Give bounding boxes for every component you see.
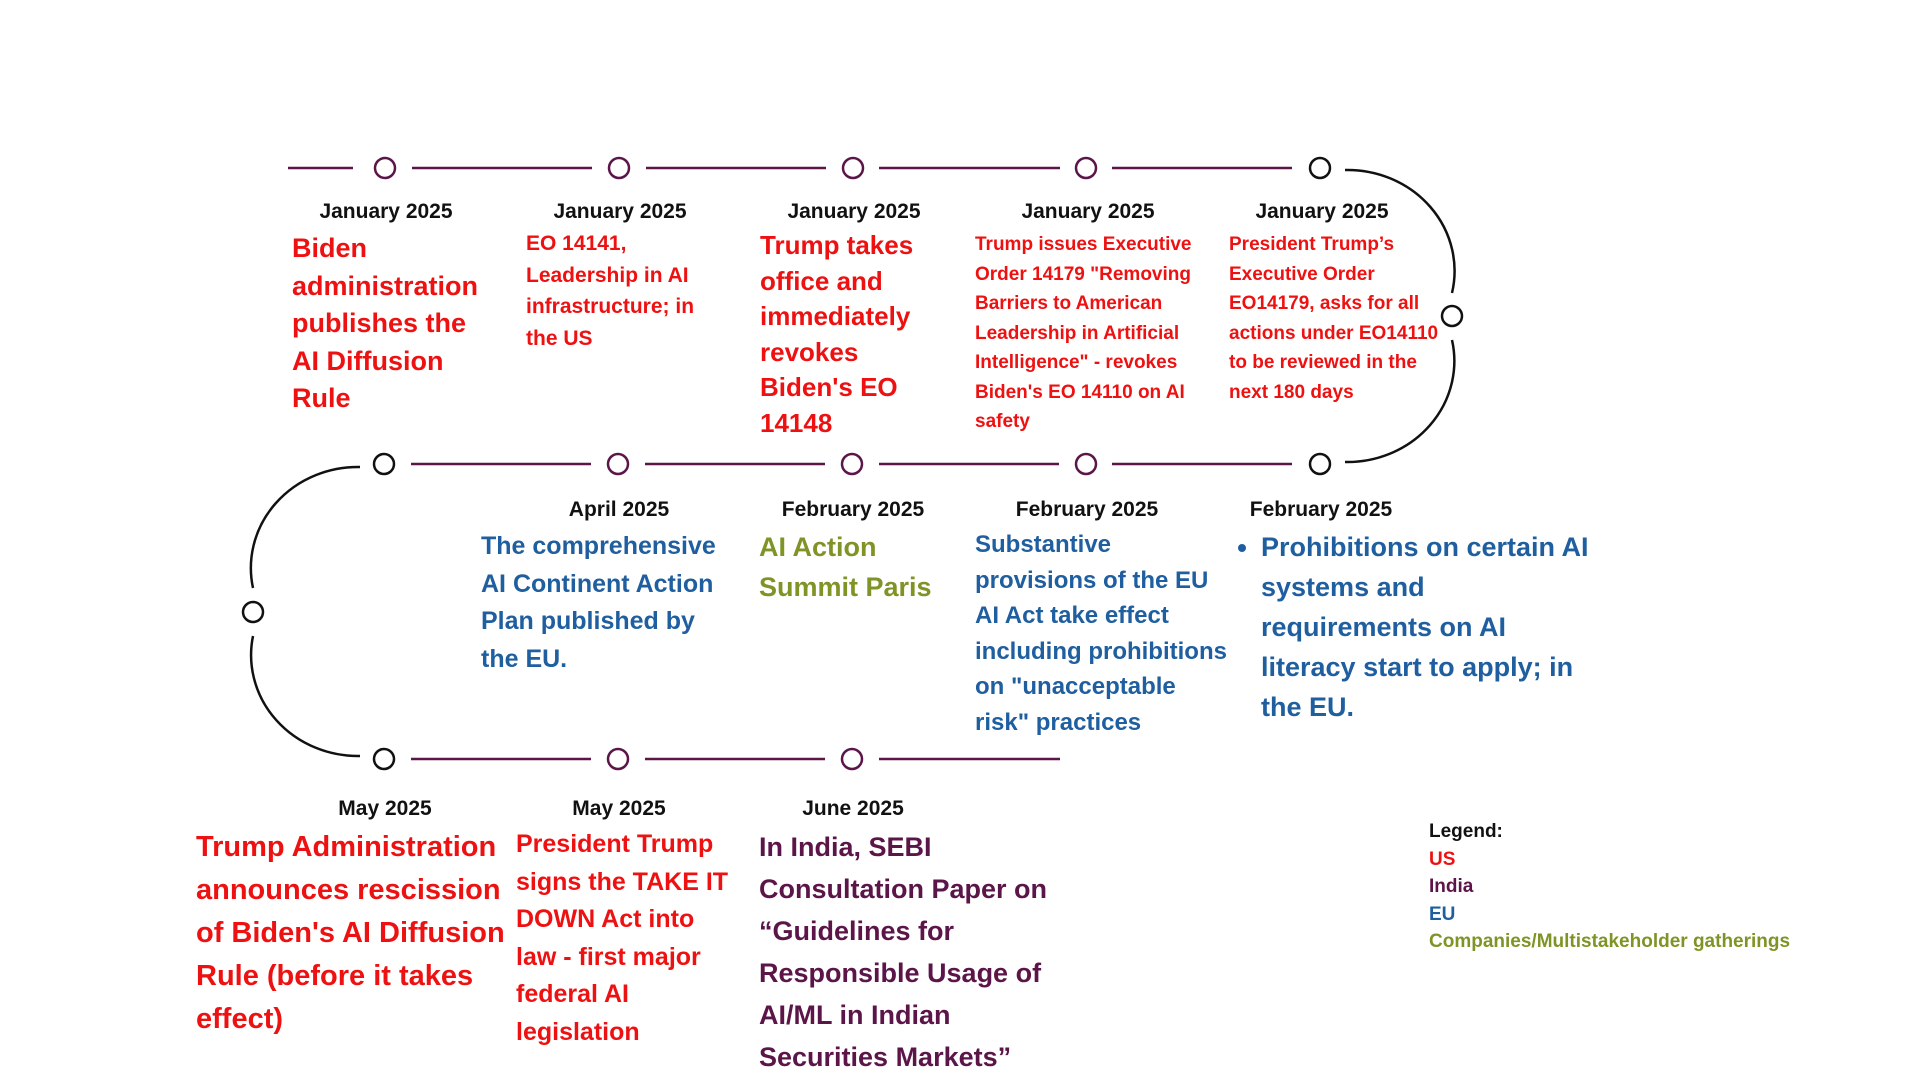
event-date: February 2025 (781, 498, 925, 521)
event-description: Biden administration publishes the AI Di… (292, 233, 479, 413)
milestone-node (840, 452, 864, 476)
timeline-nodes (241, 156, 1464, 771)
legend-title: Legend: (1429, 821, 1503, 842)
right-turn-lower (1344, 339, 1456, 464)
event-description: The comprehensive AI Continent Action Pl… (481, 532, 716, 673)
event-date: May 2025 (572, 797, 666, 820)
event-description: Substantive provisions of the EU AI Act … (975, 531, 1227, 736)
event-date: February 2025 (1015, 498, 1159, 521)
legend-item-eu: EU (1429, 903, 1456, 925)
event-description: In India, SEBI Consultation Paper on “Gu… (759, 832, 1048, 1072)
legend: Legend: US India EU Companies/Multistake… (1429, 818, 1790, 956)
timeline-turns (249, 168, 1456, 758)
milestone-node (1308, 156, 1332, 180)
milestone-node (840, 747, 864, 771)
event-bullet-list: Prohibitions on certain AI systems and r… (1231, 527, 1601, 727)
milestone-node (372, 452, 396, 476)
legend-item-india: India (1429, 876, 1474, 897)
milestone-node (607, 156, 631, 180)
milestone-node (1074, 156, 1098, 180)
event-date: June 2025 (802, 797, 904, 820)
legend-item-companies: Companies/Multistakeholder gatherings (1429, 931, 1791, 952)
milestone-node (372, 747, 396, 771)
milestone-node (1074, 452, 1098, 476)
turn-node (241, 600, 265, 624)
milestone-node (373, 156, 397, 180)
event-description: EO 14141, Leadership in AI infrastructur… (526, 232, 695, 350)
event-date: January 2025 (1255, 200, 1389, 223)
legend-item-us: US (1429, 848, 1456, 870)
event-date: January 2025 (1021, 200, 1155, 223)
event-description: President Trump’s Executive Order EO1417… (1229, 234, 1439, 403)
event-date: May 2025 (338, 797, 432, 820)
event-description: Trump takes office and immediately revok… (760, 230, 914, 438)
milestone-node (841, 156, 865, 180)
event-date: February 2025 (1249, 498, 1393, 521)
milestone-node (606, 452, 630, 476)
left-turn-lower (249, 635, 361, 758)
event-date: January 2025 (319, 200, 453, 223)
event-date: January 2025 (553, 200, 687, 223)
event-description: AI Action Summit Paris (759, 532, 932, 602)
left-turn-upper (249, 465, 361, 589)
turn-node (1440, 304, 1464, 328)
event-date: January 2025 (787, 200, 921, 223)
event-description: Prohibitions on certain AI systems and r… (1231, 527, 1601, 727)
event-description: President Trump signs the TAKE IT DOWN A… (516, 830, 729, 1046)
milestone-node (1308, 452, 1332, 476)
event-date: April 2025 (568, 498, 670, 521)
event-bullet-item: Prohibitions on certain AI systems and r… (1261, 527, 1601, 727)
event-description: Trump issues Executive Order 14179 "Remo… (975, 234, 1192, 432)
right-turn-upper (1344, 168, 1456, 294)
milestone-node (606, 747, 630, 771)
event-description: Trump Administration announces rescissio… (196, 831, 505, 1035)
